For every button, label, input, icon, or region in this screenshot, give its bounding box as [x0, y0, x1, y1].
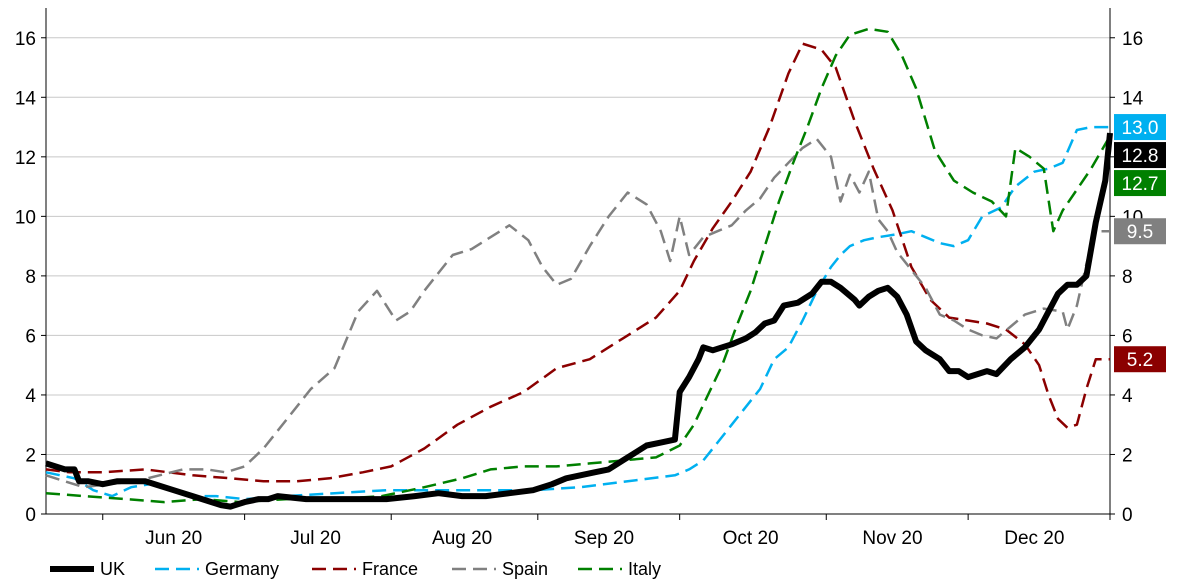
legend-label-spain: Spain	[502, 559, 548, 579]
series-line-uk	[45, 132, 1113, 510]
y-tick-label-left: 0	[25, 505, 36, 526]
y-tick-label-right: 4	[1122, 386, 1133, 407]
y-tick-label-right: 0	[1122, 505, 1133, 526]
end-label-france: 5.2	[1127, 350, 1153, 371]
end-label-italy: 12.7	[1122, 174, 1159, 195]
x-tick-label: Jun 20	[145, 528, 202, 549]
x-tick-label: Dec 20	[1004, 528, 1064, 549]
y-tick-label-right: 2	[1122, 445, 1133, 466]
end-label-box-france	[1114, 346, 1166, 373]
legend-label-uk: UK	[100, 559, 125, 579]
legend-label-france: France	[362, 559, 418, 579]
x-tick-label: Sep 20	[574, 528, 634, 549]
series-line-spain	[45, 137, 1110, 489]
end-labels: 13.0 12.8 12.7 9.5 5.2	[1114, 114, 1166, 373]
legend-label-germany: Germany	[205, 559, 279, 579]
x-tick-label: Nov 20	[862, 528, 922, 549]
x-tick-label: Oct 20	[723, 528, 779, 549]
end-label-spain: 9.5	[1127, 222, 1153, 243]
series-line-france	[45, 42, 1110, 483]
end-label-box-italy	[1114, 170, 1166, 197]
y-tick-label-left: 14	[15, 88, 37, 109]
y-tick-label-right: 16	[1122, 29, 1143, 50]
y-tick-label-left: 12	[15, 148, 36, 169]
x-tick-label: Jul 20	[290, 528, 341, 549]
y-tick-label-right: 8	[1122, 267, 1133, 288]
gridlines	[46, 37, 1110, 455]
y-tick-label-left: 4	[25, 386, 36, 407]
legend-label-italy: Italy	[628, 559, 661, 579]
y-tick-label-left: 6	[25, 326, 36, 347]
y-tick-label-left: 10	[15, 207, 36, 228]
legend: UK Germany France Spain Italy	[50, 559, 661, 579]
end-label-box-germany	[1114, 114, 1166, 141]
y-tick-label-right: 14	[1122, 88, 1144, 109]
series-line-germany	[45, 125, 1110, 501]
end-label-box-uk	[1114, 142, 1166, 169]
end-label-germany: 13.0	[1122, 118, 1159, 139]
y-tick-label-left: 16	[15, 29, 36, 50]
end-label-box-spain	[1114, 218, 1166, 245]
y-tick-label-right: 6	[1122, 326, 1133, 347]
series-layer	[45, 27, 1113, 510]
end-label-uk: 12.8	[1122, 146, 1159, 167]
x-tick-label: Aug 20	[432, 528, 492, 549]
y-tick-label-left: 8	[25, 267, 36, 288]
y-tick-label-left: 2	[25, 445, 36, 466]
